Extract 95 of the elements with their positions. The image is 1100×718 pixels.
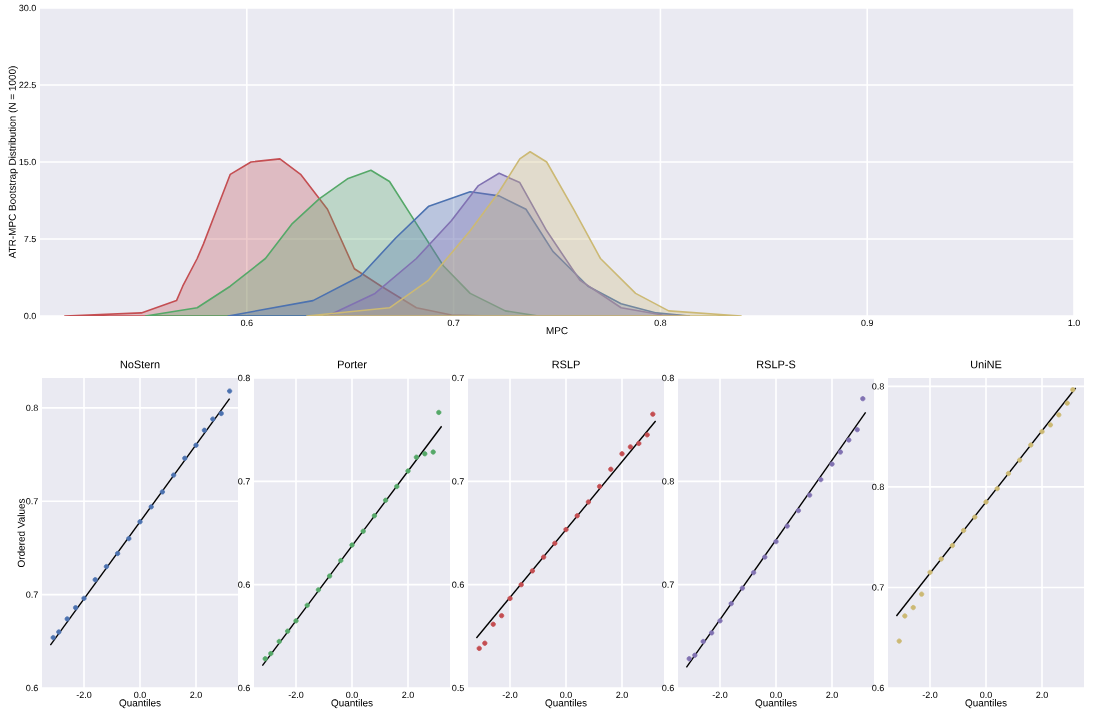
point xyxy=(1028,442,1034,448)
point xyxy=(81,595,87,601)
point xyxy=(574,513,580,519)
point xyxy=(115,550,121,557)
point xyxy=(476,645,482,651)
point xyxy=(619,451,625,457)
point xyxy=(644,432,650,438)
point xyxy=(860,396,866,402)
point xyxy=(739,585,745,591)
point xyxy=(210,416,216,422)
point xyxy=(64,616,70,622)
point xyxy=(902,613,908,619)
point xyxy=(541,554,547,560)
point xyxy=(436,409,442,416)
point xyxy=(304,602,310,608)
point xyxy=(1047,422,1054,428)
point xyxy=(837,449,843,455)
point xyxy=(383,497,389,503)
point xyxy=(482,640,488,646)
point xyxy=(92,577,98,583)
point xyxy=(795,508,801,514)
point xyxy=(627,444,633,450)
point xyxy=(349,542,355,548)
point xyxy=(910,604,916,611)
point xyxy=(784,523,790,529)
point xyxy=(563,526,569,533)
point xyxy=(717,618,723,624)
point xyxy=(293,618,299,624)
point xyxy=(422,451,428,457)
point xyxy=(829,461,835,467)
point xyxy=(728,601,734,607)
point xyxy=(1070,387,1076,393)
point xyxy=(552,540,558,546)
point xyxy=(201,427,207,433)
point xyxy=(262,656,268,662)
point xyxy=(846,437,852,443)
point xyxy=(182,455,188,461)
point xyxy=(818,477,824,483)
point xyxy=(1005,470,1012,477)
point xyxy=(773,539,779,545)
point xyxy=(692,652,698,658)
point xyxy=(338,557,344,564)
point xyxy=(700,638,706,645)
point xyxy=(315,587,321,593)
point xyxy=(650,411,656,417)
point xyxy=(56,629,62,635)
point xyxy=(193,442,199,448)
point xyxy=(751,570,757,576)
point xyxy=(1017,457,1023,463)
point xyxy=(148,504,154,510)
point xyxy=(972,514,978,520)
point xyxy=(285,628,291,634)
point xyxy=(327,573,333,579)
point xyxy=(636,440,642,447)
point xyxy=(73,605,79,611)
point xyxy=(413,454,419,460)
point xyxy=(529,568,535,574)
point xyxy=(394,483,400,490)
point xyxy=(597,483,603,490)
point xyxy=(949,542,956,549)
point xyxy=(159,489,165,495)
point xyxy=(585,499,591,505)
point xyxy=(961,527,967,534)
point xyxy=(103,564,109,570)
point xyxy=(137,519,143,525)
point xyxy=(268,650,274,657)
point xyxy=(1064,400,1070,406)
point xyxy=(994,486,1000,492)
point xyxy=(430,449,436,455)
point xyxy=(896,638,902,644)
point xyxy=(507,595,513,602)
point xyxy=(1056,412,1062,418)
point xyxy=(171,472,177,478)
point xyxy=(218,410,224,417)
point xyxy=(227,388,233,394)
point xyxy=(499,613,505,619)
point xyxy=(709,630,715,636)
point xyxy=(405,468,411,474)
point xyxy=(762,554,768,560)
point xyxy=(360,528,366,534)
point xyxy=(938,556,944,562)
point xyxy=(276,638,282,645)
point xyxy=(807,492,813,498)
point xyxy=(371,513,377,519)
point xyxy=(686,656,692,662)
point xyxy=(50,634,56,641)
point xyxy=(927,569,933,575)
point xyxy=(518,582,524,588)
point xyxy=(919,591,925,597)
point xyxy=(1039,429,1045,435)
point xyxy=(608,466,614,472)
point xyxy=(490,621,496,627)
point xyxy=(126,536,132,542)
point xyxy=(854,427,860,433)
point xyxy=(983,499,989,505)
